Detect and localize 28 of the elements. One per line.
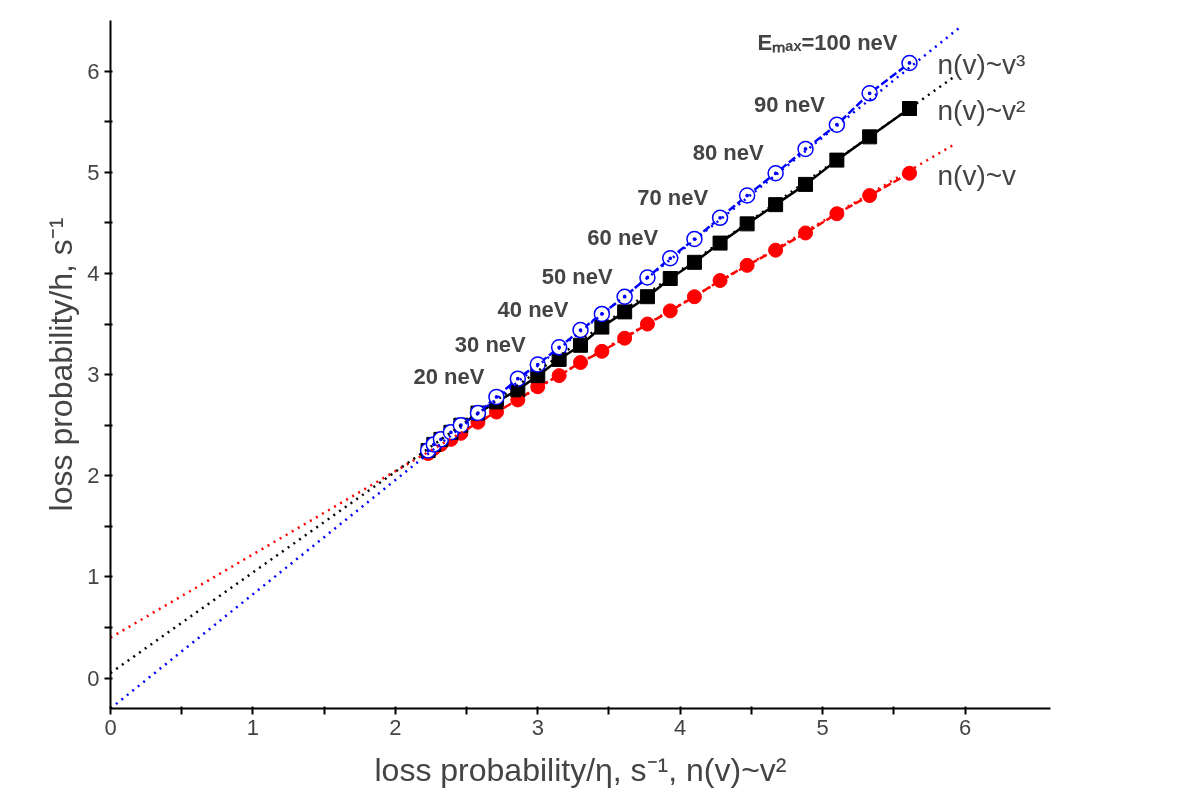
y-tick-label: 6 — [87, 58, 100, 84]
annotation: 60 neV — [587, 225, 659, 251]
series-label: n(v)~v — [937, 159, 1017, 191]
x-tick-label: 5 — [816, 714, 829, 740]
annotation: Eₘₐₓ=100 neV — [757, 29, 898, 55]
y-tick-label: 1 — [87, 564, 100, 590]
annotation: 70 neV — [637, 184, 709, 210]
x-tick-label: 4 — [674, 714, 687, 740]
annotation: 20 neV — [413, 363, 485, 389]
x-tick-label: 6 — [958, 714, 972, 740]
series-label: n(v)~v² — [937, 95, 1026, 127]
annotation: 90 neV — [753, 91, 826, 117]
x-tick-label: 1 — [246, 714, 260, 740]
annotation: 80 neV — [692, 140, 764, 166]
x-axis-title: loss probability/η, s⁻¹, n(v)~v² — [374, 751, 787, 788]
y-tick-label: 5 — [87, 159, 100, 185]
y-tick-label: 3 — [87, 362, 100, 388]
y-tick-label: 0 — [87, 665, 100, 691]
y-tick-label: 4 — [87, 260, 100, 286]
y-axis-title: loss probability/h, s⁻¹ — [43, 217, 80, 512]
x-tick-label: 2 — [389, 714, 402, 740]
annotation: 40 neV — [497, 297, 569, 323]
x-tick-label: 3 — [531, 714, 544, 740]
annotation: 30 neV — [454, 331, 527, 357]
x-tick-label: 0 — [104, 714, 117, 740]
annotation: 50 neV — [541, 263, 613, 289]
y-tick-label: 2 — [87, 463, 100, 489]
series-label: n(v)~v³ — [937, 49, 1026, 81]
